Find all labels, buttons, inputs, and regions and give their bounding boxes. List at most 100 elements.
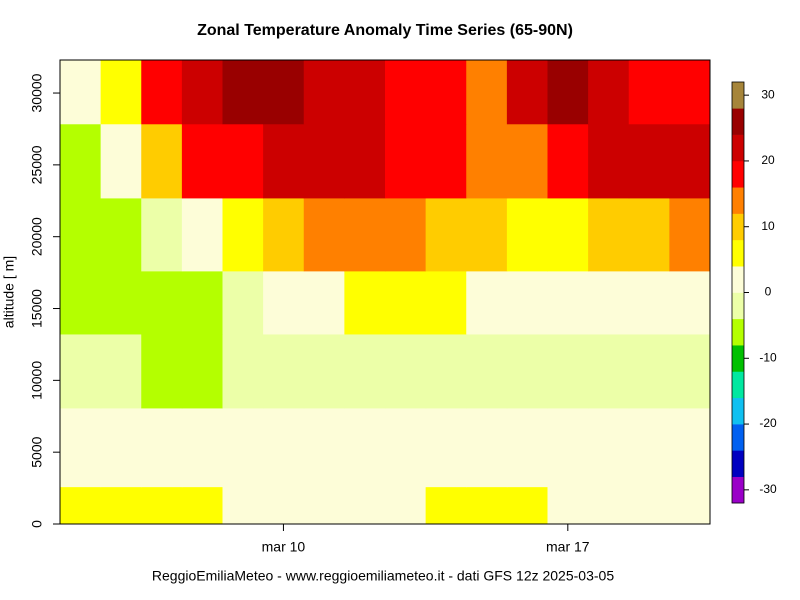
heatmap-cell: [141, 270, 183, 335]
heatmap-cell: [628, 486, 670, 525]
heatmap-cell: [385, 270, 427, 335]
heatmap-cell: [588, 123, 630, 199]
heatmap-cell: [100, 407, 142, 488]
heatmap-cell: [141, 123, 183, 199]
heatmap-cell: [547, 197, 589, 272]
heatmap-cell: [466, 407, 508, 488]
heatmap-cell: [141, 407, 183, 488]
colorbar-tick-label: 30: [761, 87, 775, 101]
heatmap-cell: [588, 197, 630, 272]
heatmap-cell: [60, 333, 102, 409]
colorbar-tick-label: -20: [759, 416, 777, 430]
heatmap-cell: [588, 60, 630, 125]
heatmap-cell: [466, 486, 508, 525]
y-tick-label: 15000: [29, 289, 45, 328]
heatmap-cell: [222, 197, 264, 272]
colorbar-segment: [732, 82, 744, 109]
heatmap-cell: [222, 333, 264, 409]
heatmap-cell: [385, 197, 427, 272]
x-tick-label: mar 17: [546, 539, 590, 555]
heatmap-cell: [669, 60, 711, 125]
heatmap-cell: [181, 486, 223, 525]
colorbar-segment: [732, 345, 744, 372]
y-tick-label: 0: [29, 520, 45, 528]
heatmap-cell: [385, 123, 427, 199]
heatmap-cell: [181, 333, 223, 409]
heatmap-cell: [669, 270, 711, 335]
heatmap-cell: [303, 123, 345, 199]
heatmap-cell: [344, 123, 386, 199]
y-tick-label: 5000: [29, 436, 45, 467]
heatmap-cell: [344, 60, 386, 125]
colorbar-segment: [732, 450, 744, 477]
y-tick-label: 30000: [29, 73, 45, 112]
heatmap-cell: [181, 123, 223, 199]
x-tick-label: mar 10: [262, 539, 306, 555]
heatmap-cell: [385, 333, 427, 409]
heatmap-cell: [100, 197, 142, 272]
heatmap-cell: [222, 486, 264, 525]
heatmap-cell: [425, 123, 467, 199]
heatmap-cell: [588, 270, 630, 335]
colorbar-segment: [732, 239, 744, 267]
heatmap-cell: [100, 60, 142, 125]
heatmap-cell: [60, 197, 102, 272]
heatmap-cell: [100, 123, 142, 199]
colorbar-segment: [732, 476, 744, 504]
chart-title: Zonal Temperature Anomaly Time Series (6…: [197, 22, 573, 39]
colorbar-segment: [732, 187, 744, 214]
colorbar-tick-label: 20: [761, 153, 775, 167]
caption: ReggioEmiliaMeteo - www.reggioemiliamete…: [152, 568, 614, 584]
heatmap-cell: [588, 407, 630, 488]
heatmap-cell: [222, 407, 264, 488]
heatmap-cell: [303, 197, 345, 272]
colorbar-tick-label: 0: [765, 285, 772, 299]
plot-frame: [59, 59, 711, 525]
heatmap-cell: [344, 333, 386, 409]
heatmap-cell: [547, 270, 589, 335]
colorbar-tick-label: 10: [761, 219, 775, 233]
heatmap-cell: [466, 333, 508, 409]
heatmap-cell: [263, 270, 305, 335]
heatmap-cell: [628, 60, 670, 125]
heatmap-cell: [141, 60, 183, 125]
heatmap-cell: [628, 270, 670, 335]
heatmap-cell: [141, 197, 183, 272]
heatmap-cell: [303, 270, 345, 335]
heatmap-cell: [547, 407, 589, 488]
heatmap-cell: [385, 407, 427, 488]
heatmap-cell: [263, 407, 305, 488]
heatmap-cell: [60, 486, 102, 525]
heatmap-cell: [344, 486, 386, 525]
y-tick-label: 25000: [29, 145, 45, 184]
heatmap-cell: [669, 333, 711, 409]
heatmap-cell: [263, 60, 305, 125]
heatmap-cell: [263, 123, 305, 199]
heatmap-cell: [466, 197, 508, 272]
heatmap-cell: [628, 407, 670, 488]
heatmap-cell: [222, 60, 264, 125]
heatmap-cell: [669, 123, 711, 199]
heatmap-cell: [669, 407, 711, 488]
heatmap-cell: [547, 123, 589, 199]
heatmap-cell: [669, 486, 711, 525]
heatmap-cell: [100, 333, 142, 409]
y-tick-label: 20000: [29, 217, 45, 256]
heatmap-cell: [506, 407, 548, 488]
heatmap-cell: [263, 486, 305, 525]
heatmap-cell: [466, 270, 508, 335]
y-tick-label: 10000: [29, 361, 45, 400]
colorbar-segment: [732, 266, 744, 293]
heatmap-cell: [547, 60, 589, 125]
heatmap-cell: [303, 333, 345, 409]
heatmap-cell: [506, 123, 548, 199]
colorbar-segment: [732, 292, 744, 320]
heatmap-cell: [222, 123, 264, 199]
heatmap-cell: [385, 486, 427, 525]
heatmap-cell: [141, 486, 183, 525]
heatmap-cell: [344, 407, 386, 488]
heatmap-cell: [669, 197, 711, 272]
heatmap-cell: [60, 407, 102, 488]
